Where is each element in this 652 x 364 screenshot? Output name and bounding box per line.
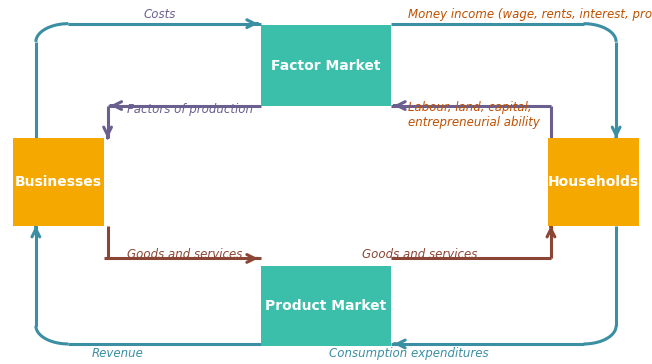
FancyBboxPatch shape (261, 266, 391, 346)
FancyBboxPatch shape (548, 138, 639, 226)
Text: Money income (wage, rents, interest, profits): Money income (wage, rents, interest, pro… (408, 8, 652, 21)
Text: Factor Market: Factor Market (271, 59, 381, 72)
FancyBboxPatch shape (261, 25, 391, 106)
Text: Costs: Costs (143, 8, 176, 21)
Text: Households: Households (548, 175, 639, 189)
Text: Consumption expenditures: Consumption expenditures (329, 347, 489, 360)
Text: Goods and services: Goods and services (362, 248, 477, 261)
Text: Businesses: Businesses (15, 175, 102, 189)
Text: Factors of production: Factors of production (127, 103, 253, 116)
Text: Product Market: Product Market (265, 299, 387, 313)
Text: Labour, land, capital,
entrepreneurial ability: Labour, land, capital, entrepreneurial a… (408, 101, 539, 128)
Text: Goods and services: Goods and services (127, 248, 243, 261)
Text: Revenue: Revenue (91, 347, 143, 360)
FancyBboxPatch shape (13, 138, 104, 226)
